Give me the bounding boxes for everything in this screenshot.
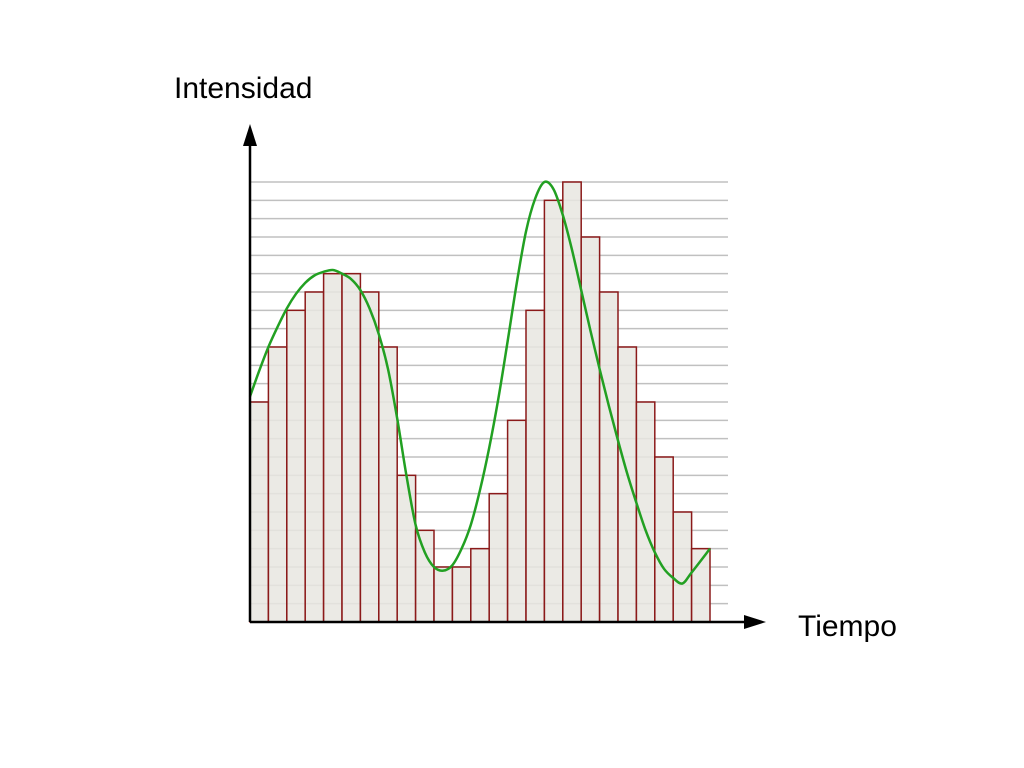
bar <box>359 291 380 623</box>
bar <box>470 547 490 623</box>
bar <box>451 566 472 623</box>
bar <box>267 346 288 623</box>
bar <box>396 474 417 623</box>
bar <box>654 456 674 623</box>
bar <box>617 346 638 623</box>
bar <box>322 272 343 623</box>
bar <box>580 236 601 623</box>
bar <box>506 419 527 623</box>
bar <box>598 291 619 623</box>
bar <box>304 291 325 623</box>
bar <box>672 511 693 623</box>
bar <box>525 309 546 623</box>
x-axis-label: Tiempo <box>798 610 897 643</box>
bar <box>433 566 454 623</box>
axes <box>243 124 766 629</box>
y-axis-arrow-icon <box>243 124 257 146</box>
bar <box>341 272 362 623</box>
bar <box>249 401 270 623</box>
y-axis-label: Intensidad <box>174 72 312 105</box>
bar <box>378 346 398 623</box>
signal-curve <box>248 180 711 585</box>
bar <box>543 199 564 623</box>
x-axis-arrow-icon <box>744 615 766 629</box>
bar <box>414 529 435 623</box>
bar <box>286 309 306 623</box>
bars <box>249 181 711 623</box>
bar <box>488 492 509 623</box>
